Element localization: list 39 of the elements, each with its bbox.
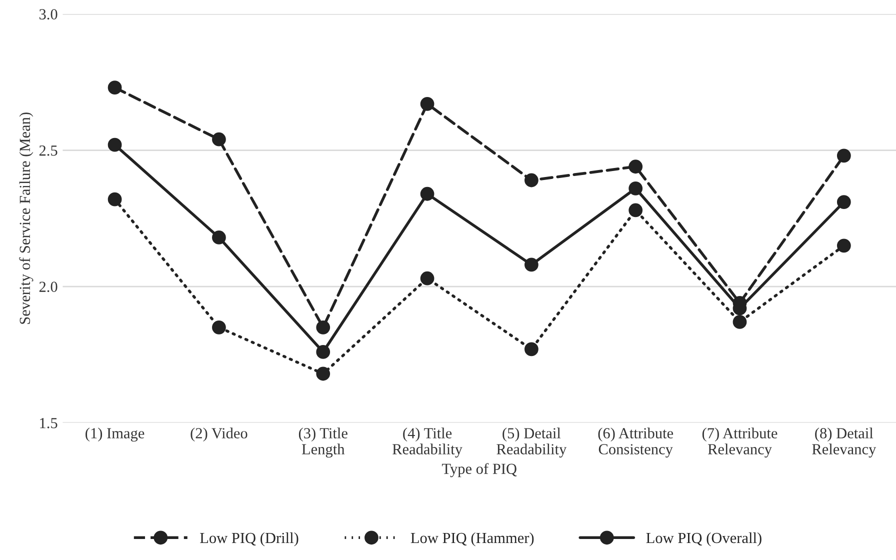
point bbox=[836, 148, 851, 163]
point bbox=[420, 186, 434, 201]
y-tick-label: 2.0 bbox=[39, 282, 58, 292]
point bbox=[628, 203, 643, 218]
x-tick-label: (1) Image bbox=[86, 428, 144, 442]
point bbox=[316, 344, 330, 359]
legend-label: Low PIQ (Hammer) bbox=[410, 532, 534, 546]
x-tick-label: (3) Title Length bbox=[298, 428, 348, 458]
x-tick-label: (5) Detail Readability bbox=[496, 428, 567, 458]
point bbox=[316, 320, 330, 334]
point bbox=[836, 195, 851, 209]
legend-label: Low PIQ (Drill) bbox=[200, 532, 298, 546]
point bbox=[524, 258, 538, 272]
y-tick-label: 1.5 bbox=[40, 418, 58, 428]
y-tick-label: 2.5 bbox=[39, 145, 58, 156]
x-tick-label: (4) Title Readability bbox=[392, 428, 462, 458]
legend-label: Low PIQ (Overall) bbox=[646, 532, 762, 546]
y-axis-title: Severity of Service Failure (Mean) bbox=[19, 112, 34, 324]
x-tick-label: (6) Attribute Consistency bbox=[598, 428, 674, 458]
point bbox=[628, 160, 643, 174]
x-axis-title: Type of PIQ bbox=[442, 463, 517, 478]
point bbox=[524, 342, 538, 356]
x-tick-label: (7) Attribute Relevancy bbox=[702, 428, 778, 458]
x-tick-label: (2) Video bbox=[190, 428, 248, 442]
point bbox=[836, 238, 851, 253]
point bbox=[108, 80, 122, 95]
y-tick-label: 3.0 bbox=[39, 9, 58, 20]
point bbox=[212, 230, 226, 244]
point bbox=[212, 320, 226, 334]
point bbox=[420, 271, 434, 286]
point bbox=[628, 181, 643, 196]
point bbox=[420, 96, 434, 111]
point bbox=[108, 192, 122, 206]
point bbox=[108, 138, 122, 152]
point bbox=[212, 132, 226, 146]
x-tick-label: (8) Detail Relevancy bbox=[812, 428, 876, 458]
point bbox=[732, 315, 747, 329]
point bbox=[524, 173, 538, 188]
point bbox=[316, 366, 330, 381]
